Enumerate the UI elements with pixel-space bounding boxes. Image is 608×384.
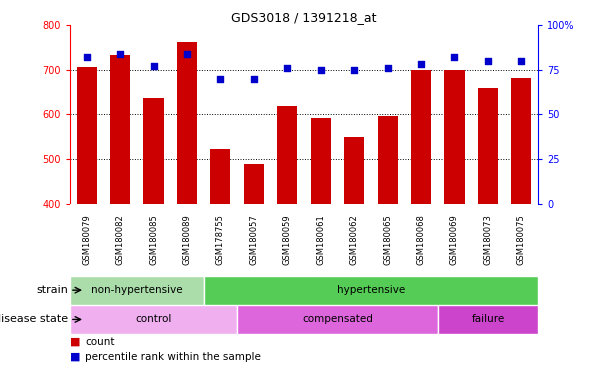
Bar — [77, 68, 97, 204]
Point — [215, 76, 225, 82]
Text: count: count — [85, 337, 115, 347]
Text: compensated: compensated — [302, 314, 373, 324]
Text: GSM180059: GSM180059 — [283, 214, 292, 265]
Text: GSM180079: GSM180079 — [82, 214, 91, 265]
Point — [316, 67, 326, 73]
Point — [182, 51, 192, 57]
Text: control: control — [136, 314, 171, 324]
Text: GSM180069: GSM180069 — [450, 214, 459, 265]
Point — [249, 76, 258, 82]
Text: GSM180068: GSM180068 — [416, 214, 426, 265]
Text: GSM180065: GSM180065 — [383, 214, 392, 265]
Bar — [438, 305, 538, 334]
Point — [383, 65, 393, 71]
Point — [416, 61, 426, 68]
Point — [282, 65, 292, 71]
Text: hypertensive: hypertensive — [337, 285, 405, 295]
Text: disease state: disease state — [0, 314, 68, 324]
Text: failure: failure — [471, 314, 505, 324]
Bar — [444, 70, 465, 204]
Point — [148, 63, 158, 69]
Text: strain: strain — [36, 285, 68, 295]
Bar — [70, 305, 237, 334]
Point — [516, 58, 526, 64]
Bar — [344, 137, 364, 204]
Title: GDS3018 / 1391218_at: GDS3018 / 1391218_at — [231, 11, 377, 24]
Text: GSM180073: GSM180073 — [483, 214, 492, 265]
Bar — [210, 149, 230, 204]
Text: GSM180075: GSM180075 — [517, 214, 526, 265]
Text: non-hypertensive: non-hypertensive — [91, 285, 182, 295]
Point — [115, 51, 125, 57]
Text: GSM180061: GSM180061 — [316, 214, 325, 265]
Text: GSM178755: GSM178755 — [216, 214, 225, 265]
Text: GSM180062: GSM180062 — [350, 214, 359, 265]
Point — [483, 58, 492, 64]
Bar — [478, 88, 498, 204]
Bar — [237, 305, 438, 334]
Point — [81, 54, 91, 60]
Point — [349, 67, 359, 73]
Text: GSM180082: GSM180082 — [116, 214, 125, 265]
Bar — [277, 106, 297, 204]
Bar — [511, 78, 531, 204]
Text: GSM180057: GSM180057 — [249, 214, 258, 265]
Bar — [204, 275, 538, 305]
Bar — [311, 119, 331, 204]
Point — [449, 54, 460, 60]
Bar — [378, 116, 398, 204]
Text: ■: ■ — [70, 337, 80, 347]
Text: ■: ■ — [70, 352, 80, 362]
Bar — [110, 55, 130, 204]
Bar — [244, 164, 264, 204]
Text: GSM180085: GSM180085 — [149, 214, 158, 265]
Text: percentile rank within the sample: percentile rank within the sample — [85, 352, 261, 362]
Bar — [70, 275, 204, 305]
Bar — [411, 70, 431, 204]
Bar — [177, 42, 197, 204]
Text: GSM180089: GSM180089 — [182, 214, 192, 265]
Bar — [143, 98, 164, 204]
